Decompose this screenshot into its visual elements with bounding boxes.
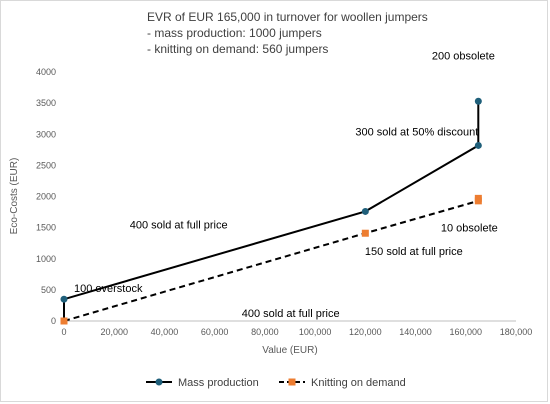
title-line-1: EVR of EUR 165,000 in turnover for wooll… [147,10,428,24]
legend-marker-mass-production [155,378,163,386]
annotation-label: 400 sold at full price [130,219,228,231]
y-tick-label: 500 [41,285,56,295]
x-tick-label: 120,000 [349,327,382,337]
x-tick-label: 40,000 [151,327,179,337]
y-tick-labels: 0 500 1000 1500 2000 2500 3000 3500 4000 [36,67,56,326]
x-tick-label: 100,000 [299,327,332,337]
annotation-layer: 100 overstock 400 sold at full price 300 s… [74,50,498,320]
chart-title: EVR of EUR 165,000 in turnover for wooll… [147,10,428,56]
data-point-mass-production [474,97,482,105]
y-tick-label: 1500 [36,223,56,233]
data-point-mass-production [60,295,68,303]
x-tick-label: 180,000 [500,327,533,337]
data-point-knitting-on-demand [361,229,369,237]
y-tick-label: 2000 [36,192,56,202]
data-point-mass-production [361,207,369,215]
legend-marker-knitting-on-demand [288,378,296,386]
data-point-mass-production [474,141,482,149]
y-axis-title: Eco-Costs (EUR) [9,158,20,235]
legend: Mass production Knitting on demand [146,377,406,389]
y-tick-label: 2500 [36,160,56,170]
annotation-label: 200 obsolete [432,50,495,62]
legend-label-knitting-on-demand: Knitting on demand [311,377,406,389]
series-layer [60,97,482,325]
x-tick-label: 80,000 [251,327,279,337]
series-line-knitting-on-demand [63,198,480,322]
x-tick-label: 60,000 [201,327,229,337]
y-tick-label: 1000 [36,254,56,264]
legend-label-mass-production: Mass production [178,377,259,389]
y-tick-label: 0 [51,316,56,326]
title-line-2: - mass production: 1000 jumpers [147,26,322,40]
x-tick-labels: 0 20,000 40,000 60,000 80,000 100,000 120,000 1… [61,327,532,337]
data-point-knitting-on-demand [474,194,482,202]
legend-item-knitting-on-demand: Knitting on demand [279,377,406,389]
y-tick-label: 3000 [36,129,56,139]
annotation-label: 400 sold at full price [242,308,340,320]
annotation-label: 150 sold at full price [365,246,463,258]
annotation-label: 10 obsolete [441,223,498,235]
x-axis-title: Value (EUR) [262,345,317,356]
x-tick-label: 160,000 [450,327,483,337]
x-tick-label: 0 [61,327,66,337]
annotation-label: 100 overstock [74,283,143,295]
y-tick-label: 3500 [36,98,56,108]
y-tick-label: 4000 [36,67,56,77]
annotation-label: 300 sold at 50% discount [355,126,478,138]
x-tick-label: 20,000 [100,327,128,337]
title-line-3: - knitting on demand: 560 jumpers [147,42,328,56]
legend-item-mass-production: Mass production [146,377,259,389]
data-point-knitting-on-demand [60,317,68,325]
x-tick-label: 140,000 [399,327,432,337]
